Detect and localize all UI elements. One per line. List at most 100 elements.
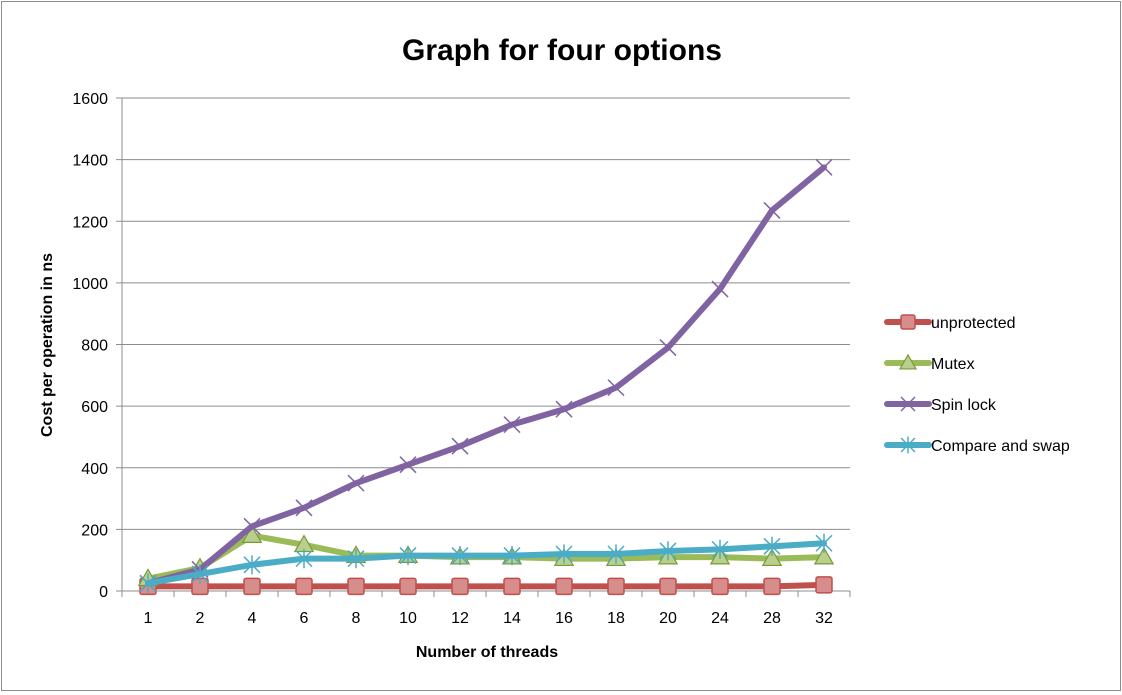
- data-point-square: [763, 577, 781, 596]
- data-point-asterisk: [451, 545, 469, 566]
- data-point-x: [347, 474, 365, 492]
- data-point-triangle: [898, 353, 918, 370]
- data-point-asterisk: [763, 536, 781, 556]
- series-line: [145, 540, 827, 587]
- series-spin-lock: [139, 158, 833, 592]
- data-point-x-stroke: [555, 400, 573, 418]
- x-tick-label: 28: [763, 610, 781, 627]
- series-unprotected: [139, 576, 833, 596]
- data-point-asterisk: [191, 564, 209, 584]
- x-tick-label: 20: [659, 610, 677, 627]
- y-tick-label: 1400: [72, 153, 108, 170]
- x-tick-label: 6: [300, 610, 309, 627]
- data-point-x: [399, 456, 417, 474]
- x-tick-label: 24: [711, 610, 729, 627]
- data-point-x-stroke: [295, 499, 313, 517]
- data-point-x-stroke: [399, 456, 417, 474]
- data-point-asterisk: [815, 533, 833, 553]
- series-compare-and-swap: [139, 533, 833, 593]
- y-tick-label: 200: [81, 522, 108, 539]
- data-point-square: [243, 577, 261, 596]
- y-axis-title: Cost per operation in ns: [39, 253, 56, 437]
- data-point-asterisk: [295, 549, 313, 569]
- y-tick-label: 600: [81, 399, 108, 416]
- data-point-x-stroke: [243, 517, 261, 535]
- data-point-square: [295, 577, 313, 596]
- data-point-asterisk: [659, 541, 677, 561]
- data-point-square: [607, 577, 625, 596]
- data-point-square: [815, 576, 833, 594]
- x-tick-label: 14: [503, 610, 521, 627]
- data-point-square: [451, 577, 469, 596]
- data-point-square: [711, 577, 729, 596]
- data-point-asterisk: [139, 573, 157, 593]
- data-point-x: [900, 396, 916, 412]
- series-group: [137, 158, 835, 596]
- gridlines: [122, 97, 850, 530]
- data-point-asterisk: [900, 436, 916, 454]
- data-point-asterisk: [503, 545, 521, 566]
- data-point-x-stroke: [659, 339, 677, 357]
- data-point-asterisk: [607, 544, 625, 564]
- data-point-x-stroke: [451, 437, 469, 455]
- x-tick-label: 1: [144, 610, 153, 627]
- legend-item: unprotected: [884, 314, 1016, 332]
- legend-label: Compare and swap: [931, 438, 1070, 455]
- legend-item: Compare and swap: [884, 436, 1070, 455]
- y-tick-label: 800: [81, 338, 108, 355]
- legend-label: Mutex: [931, 356, 975, 373]
- data-point-asterisk: [399, 545, 417, 566]
- data-point-x-stroke: [815, 158, 833, 176]
- x-tick-label: 18: [607, 610, 625, 627]
- data-point-square: [659, 577, 677, 596]
- data-point-triangle: [813, 546, 835, 565]
- data-point-x: [555, 400, 573, 418]
- x-axis-ticks: 1 2 4 6 8 10 12 14 16 18 20 24 28 32: [144, 610, 833, 627]
- x-tick-label: 8: [352, 610, 361, 627]
- data-point-x-stroke: [763, 201, 781, 219]
- legend-item: Spin lock: [884, 396, 997, 414]
- data-point-square: [503, 577, 521, 596]
- data-point-square: [555, 577, 573, 596]
- data-point-x: [815, 158, 833, 176]
- data-point-asterisk: [243, 555, 261, 575]
- data-point-x-stroke: [503, 416, 521, 434]
- y-tick-label: 1600: [72, 91, 108, 108]
- data-point-asterisk: [347, 549, 365, 569]
- series-line: [145, 164, 827, 587]
- y-tick-label: 0: [99, 584, 108, 601]
- legend: unprotected Mutex Spin lock Compare and swa…: [884, 314, 1070, 455]
- data-point-square: [347, 577, 365, 596]
- data-point-x: [295, 499, 313, 517]
- x-tick-label: 16: [555, 610, 573, 627]
- data-point-square: [399, 577, 417, 596]
- x-tick-label: 10: [399, 610, 417, 627]
- y-tick-label: 400: [81, 461, 108, 478]
- data-point-square: [900, 314, 916, 330]
- x-tick-label: 12: [451, 610, 469, 627]
- data-point-x-stroke: [711, 280, 729, 298]
- data-point-x-stroke: [347, 474, 365, 492]
- y-tick-label: 1200: [72, 214, 108, 231]
- data-point-triangle: [761, 548, 783, 567]
- data-point-x: [711, 280, 729, 298]
- data-point-x-stroke: [900, 396, 916, 412]
- data-point-asterisk: [711, 539, 729, 560]
- x-tick-label: 32: [815, 610, 833, 627]
- legend-label: Spin lock: [931, 397, 997, 414]
- data-point-x: [607, 379, 625, 397]
- data-point-asterisk: [555, 544, 573, 564]
- axes: [116, 97, 851, 597]
- y-axis-ticks: 0 200 400 600 800 1000 1200 1400 1600: [72, 91, 108, 601]
- data-point-x: [503, 416, 521, 434]
- data-point-x: [243, 517, 261, 535]
- data-point-x: [659, 339, 677, 357]
- chart-title: Graph for four options: [402, 34, 722, 67]
- x-tick-label: 2: [196, 610, 205, 627]
- data-point-x: [763, 201, 781, 219]
- x-axis-title: Number of threads: [416, 644, 558, 661]
- data-point-x-stroke: [607, 379, 625, 397]
- legend-label: unprotected: [931, 315, 1016, 332]
